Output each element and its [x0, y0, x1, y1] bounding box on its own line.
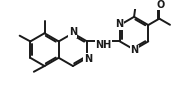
- Text: N: N: [130, 45, 138, 55]
- Text: NH: NH: [95, 40, 112, 50]
- Text: N: N: [115, 19, 123, 29]
- Text: N: N: [69, 27, 77, 37]
- Text: N: N: [84, 54, 92, 64]
- Text: O: O: [156, 0, 164, 10]
